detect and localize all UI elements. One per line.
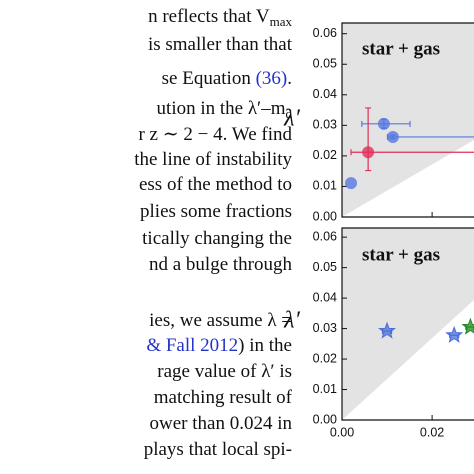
panel-label: star + gas [362,244,440,265]
text-line: n reflects that Vmax [148,6,292,29]
text-line: ess of the method to [139,174,292,195]
text-line: plies some fractions [140,201,292,222]
instability-region [342,23,474,217]
text-span: ower than 0.024 in [150,413,293,434]
text-span: r z ∼ 2 − 4. We find [138,124,292,145]
axes-frame [341,227,474,421]
text-span: plies some fractions [140,201,292,222]
panel: 0.00 0.01 0.02 0.03 0.04 0.05 0.06 λ′ star + gas [283,22,474,223]
x-tick-label: 0.00 [330,425,354,439]
citation: (36) [256,68,288,89]
y-tick-label: 0.02 [313,148,337,162]
text-span: se Equation [162,68,256,89]
star-marker [445,325,464,343]
y-error-bar [365,107,372,172]
y-tick-label: 0.01 [313,179,337,193]
text-span: nd a bulge through [149,254,293,275]
y-tick-label: 0.04 [313,290,337,304]
circle-marker [386,130,399,143]
text-line: is smaller than that [148,34,293,55]
data-layer [378,317,474,343]
data-layer [345,107,474,190]
text-span: d [286,106,293,121]
text-line: matching result of [154,387,293,408]
y-tick-label: 0.01 [313,382,337,396]
y-tick-label: 0.03 [313,118,337,132]
text-line: plays that local spi- [144,439,292,460]
text-span: plays that local spi- [144,439,292,460]
panel-label: star + gas [362,38,440,59]
y-axis-label: λ′ [283,106,300,132]
text-span: ies, we assume λ = [149,310,292,331]
instability-region [342,228,474,420]
y-axis-label: λ′ [283,308,300,334]
axes-frame [341,22,474,218]
y-tick-label: 0.04 [313,87,337,101]
text-line: ies, we assume λ = [149,310,292,331]
text-span: ) in the [238,335,292,356]
text-span: n reflects that V [148,6,270,27]
panel: 0.00 0.01 0.02 0.03 0.04 0.05 0.06 0.00 0.02 λ′ st… [283,227,474,439]
text-line: & Fall 2012) in the [146,335,292,356]
y-tick-label: 0.06 [313,229,337,243]
text-line: nd a bulge through [149,254,293,275]
text-line: se Equation (36). [162,68,292,89]
text-span: max [270,14,293,29]
text-span: ution in the λ′–m [157,98,286,119]
text-line: ution in the λ′–md [157,98,293,121]
text-line: r z ∼ 2 − 4. We find [138,124,292,145]
text-span: the line of instability [134,149,292,170]
text-span: rage value of λ′ is [157,361,292,382]
y-tick-label: 0.02 [313,351,337,365]
text-line: tically changing the [142,228,292,249]
text-span: tically changing the [142,228,292,249]
text-line: rage value of λ′ is [157,361,292,382]
text-line: the line of instability [134,149,292,170]
text-span: . [287,68,292,89]
text-line: ower than 0.024 in [150,413,293,434]
star-marker [461,317,474,335]
y-tick-label: 0.05 [313,260,337,274]
y-tick-label: 0.06 [313,26,337,40]
y-tick-label: 0.00 [313,412,337,426]
circle-marker [362,146,375,159]
x-tick-label: 0.02 [420,425,444,439]
text-column: n reflects that Vmax is smaller than that… [134,6,292,460]
star-marker [378,321,397,339]
circle-marker [345,177,358,190]
text-span: is smaller than that [148,34,293,55]
citation: & Fall 2012 [146,335,238,356]
y-tick-label: 0.03 [313,321,337,335]
text-span: matching result of [154,387,293,408]
circle-marker [377,117,390,130]
text-span: ess of the method to [139,174,292,195]
y-tick-label: 0.00 [313,209,337,223]
y-tick-label: 0.05 [313,57,337,71]
